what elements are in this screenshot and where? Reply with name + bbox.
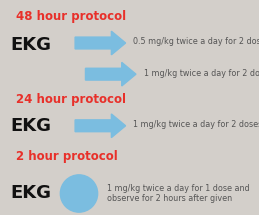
Text: 1 mg/kg twice a day for 2 doses: 1 mg/kg twice a day for 2 doses [144,69,259,78]
FancyArrow shape [85,62,136,86]
Text: EKG: EKG [10,184,51,203]
Text: EKG: EKG [10,36,51,54]
Text: EKG: EKG [10,117,51,135]
Text: 0.5 mg/kg twice a day for 2 doses: 0.5 mg/kg twice a day for 2 doses [133,37,259,46]
Text: 2 hour protocol: 2 hour protocol [16,150,117,163]
Ellipse shape [60,175,98,212]
Text: 1 mg/kg twice a day for 1 dose and
observe for 2 hours after given: 1 mg/kg twice a day for 1 dose and obser… [107,184,250,203]
Text: 48 hour protocol: 48 hour protocol [16,10,126,23]
FancyArrow shape [75,114,126,138]
FancyArrow shape [75,31,126,55]
Text: 24 hour protocol: 24 hour protocol [16,94,126,106]
Text: 1 mg/kg twice a day for 2 doses: 1 mg/kg twice a day for 2 doses [133,120,259,129]
